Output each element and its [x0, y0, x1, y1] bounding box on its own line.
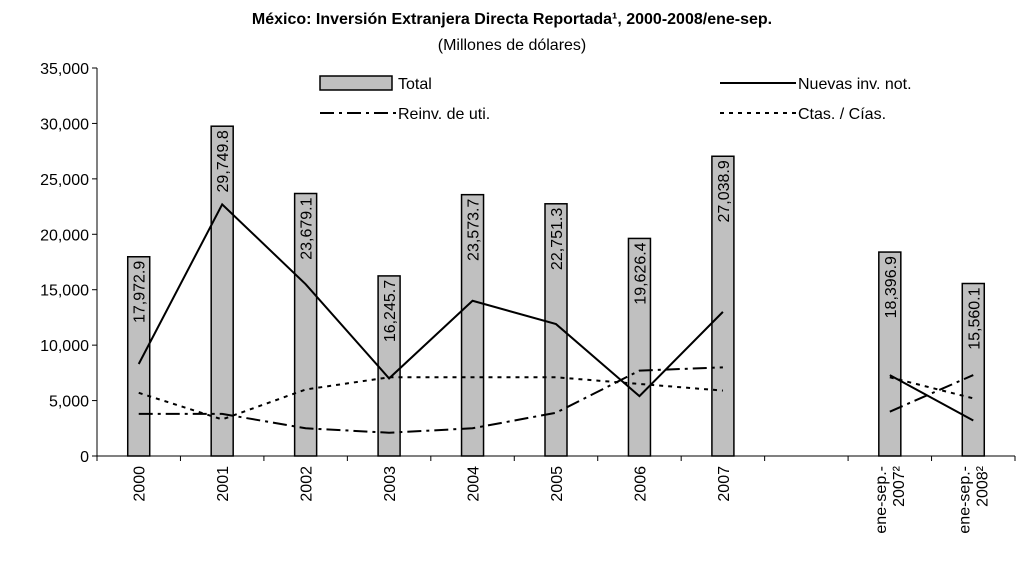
line	[137, 202, 974, 422]
value-label: 22,751.3	[549, 208, 566, 270]
x-tick-label: 2002	[299, 466, 316, 502]
legend-label: Total	[398, 76, 432, 93]
bar	[961, 282, 986, 457]
x-tick-label: 2000	[132, 466, 149, 502]
y-tick-label: 35,000	[40, 61, 89, 78]
bar	[126, 256, 151, 457]
value-label: 29,749.8	[215, 130, 232, 192]
legend-swatch	[319, 75, 393, 91]
x-tick-label: 2006	[632, 466, 649, 502]
bar	[878, 251, 902, 457]
line	[138, 366, 974, 434]
legend-label: Reinv. de uti.	[398, 106, 490, 123]
x-tick-label-line: 2008²	[974, 465, 991, 507]
bar	[711, 155, 735, 457]
y-tick-label: 5,000	[49, 394, 89, 411]
y-tick-label: 15,000	[40, 283, 89, 300]
x-tick-label-line: ene-sep.-	[873, 466, 890, 534]
bar	[627, 237, 652, 457]
value-label: 18,396.9	[883, 256, 900, 318]
value-label: 27,038.9	[716, 160, 733, 222]
bar	[293, 192, 318, 457]
value-label: 16,245.7	[382, 280, 399, 342]
bar	[460, 193, 485, 457]
y-tick-label: 10,000	[40, 338, 89, 355]
bar	[544, 203, 568, 457]
y-tick-label: 25,000	[40, 172, 89, 189]
chart-subtitle: (Millones de dólares)	[438, 37, 587, 54]
line	[138, 376, 974, 421]
y-tick-label: 0	[80, 449, 89, 466]
value-label: 15,560.1	[966, 287, 983, 349]
legend-label: Nuevas inv. not.	[798, 76, 912, 93]
value-label: 23,679.1	[299, 197, 316, 259]
x-tick-label-line: 2007²	[891, 465, 908, 507]
x-tick-label: 2004	[466, 466, 483, 502]
chart-title: México: Inversión Extranjera Directa Rep…	[252, 11, 772, 28]
x-tick-label: 2005	[549, 466, 566, 502]
value-label: 17,972.9	[132, 261, 149, 323]
legend-label: Ctas. / Cías.	[798, 106, 886, 123]
x-tick-label: 2003	[382, 466, 399, 502]
value-label: 19,626.4	[632, 242, 649, 304]
x-tick-label: 2001	[215, 466, 232, 502]
x-tick-label: 2007	[716, 466, 733, 502]
y-tick-label: 30,000	[40, 116, 89, 133]
y-tick-label: 20,000	[40, 227, 89, 244]
x-tick-label-line: ene-sep.-	[956, 466, 973, 534]
x-tick-label: ene-sep.-2007²	[873, 465, 908, 533]
value-label: 23,573.7	[466, 199, 483, 261]
x-tick-label: ene-sep.-2008²	[956, 465, 991, 533]
